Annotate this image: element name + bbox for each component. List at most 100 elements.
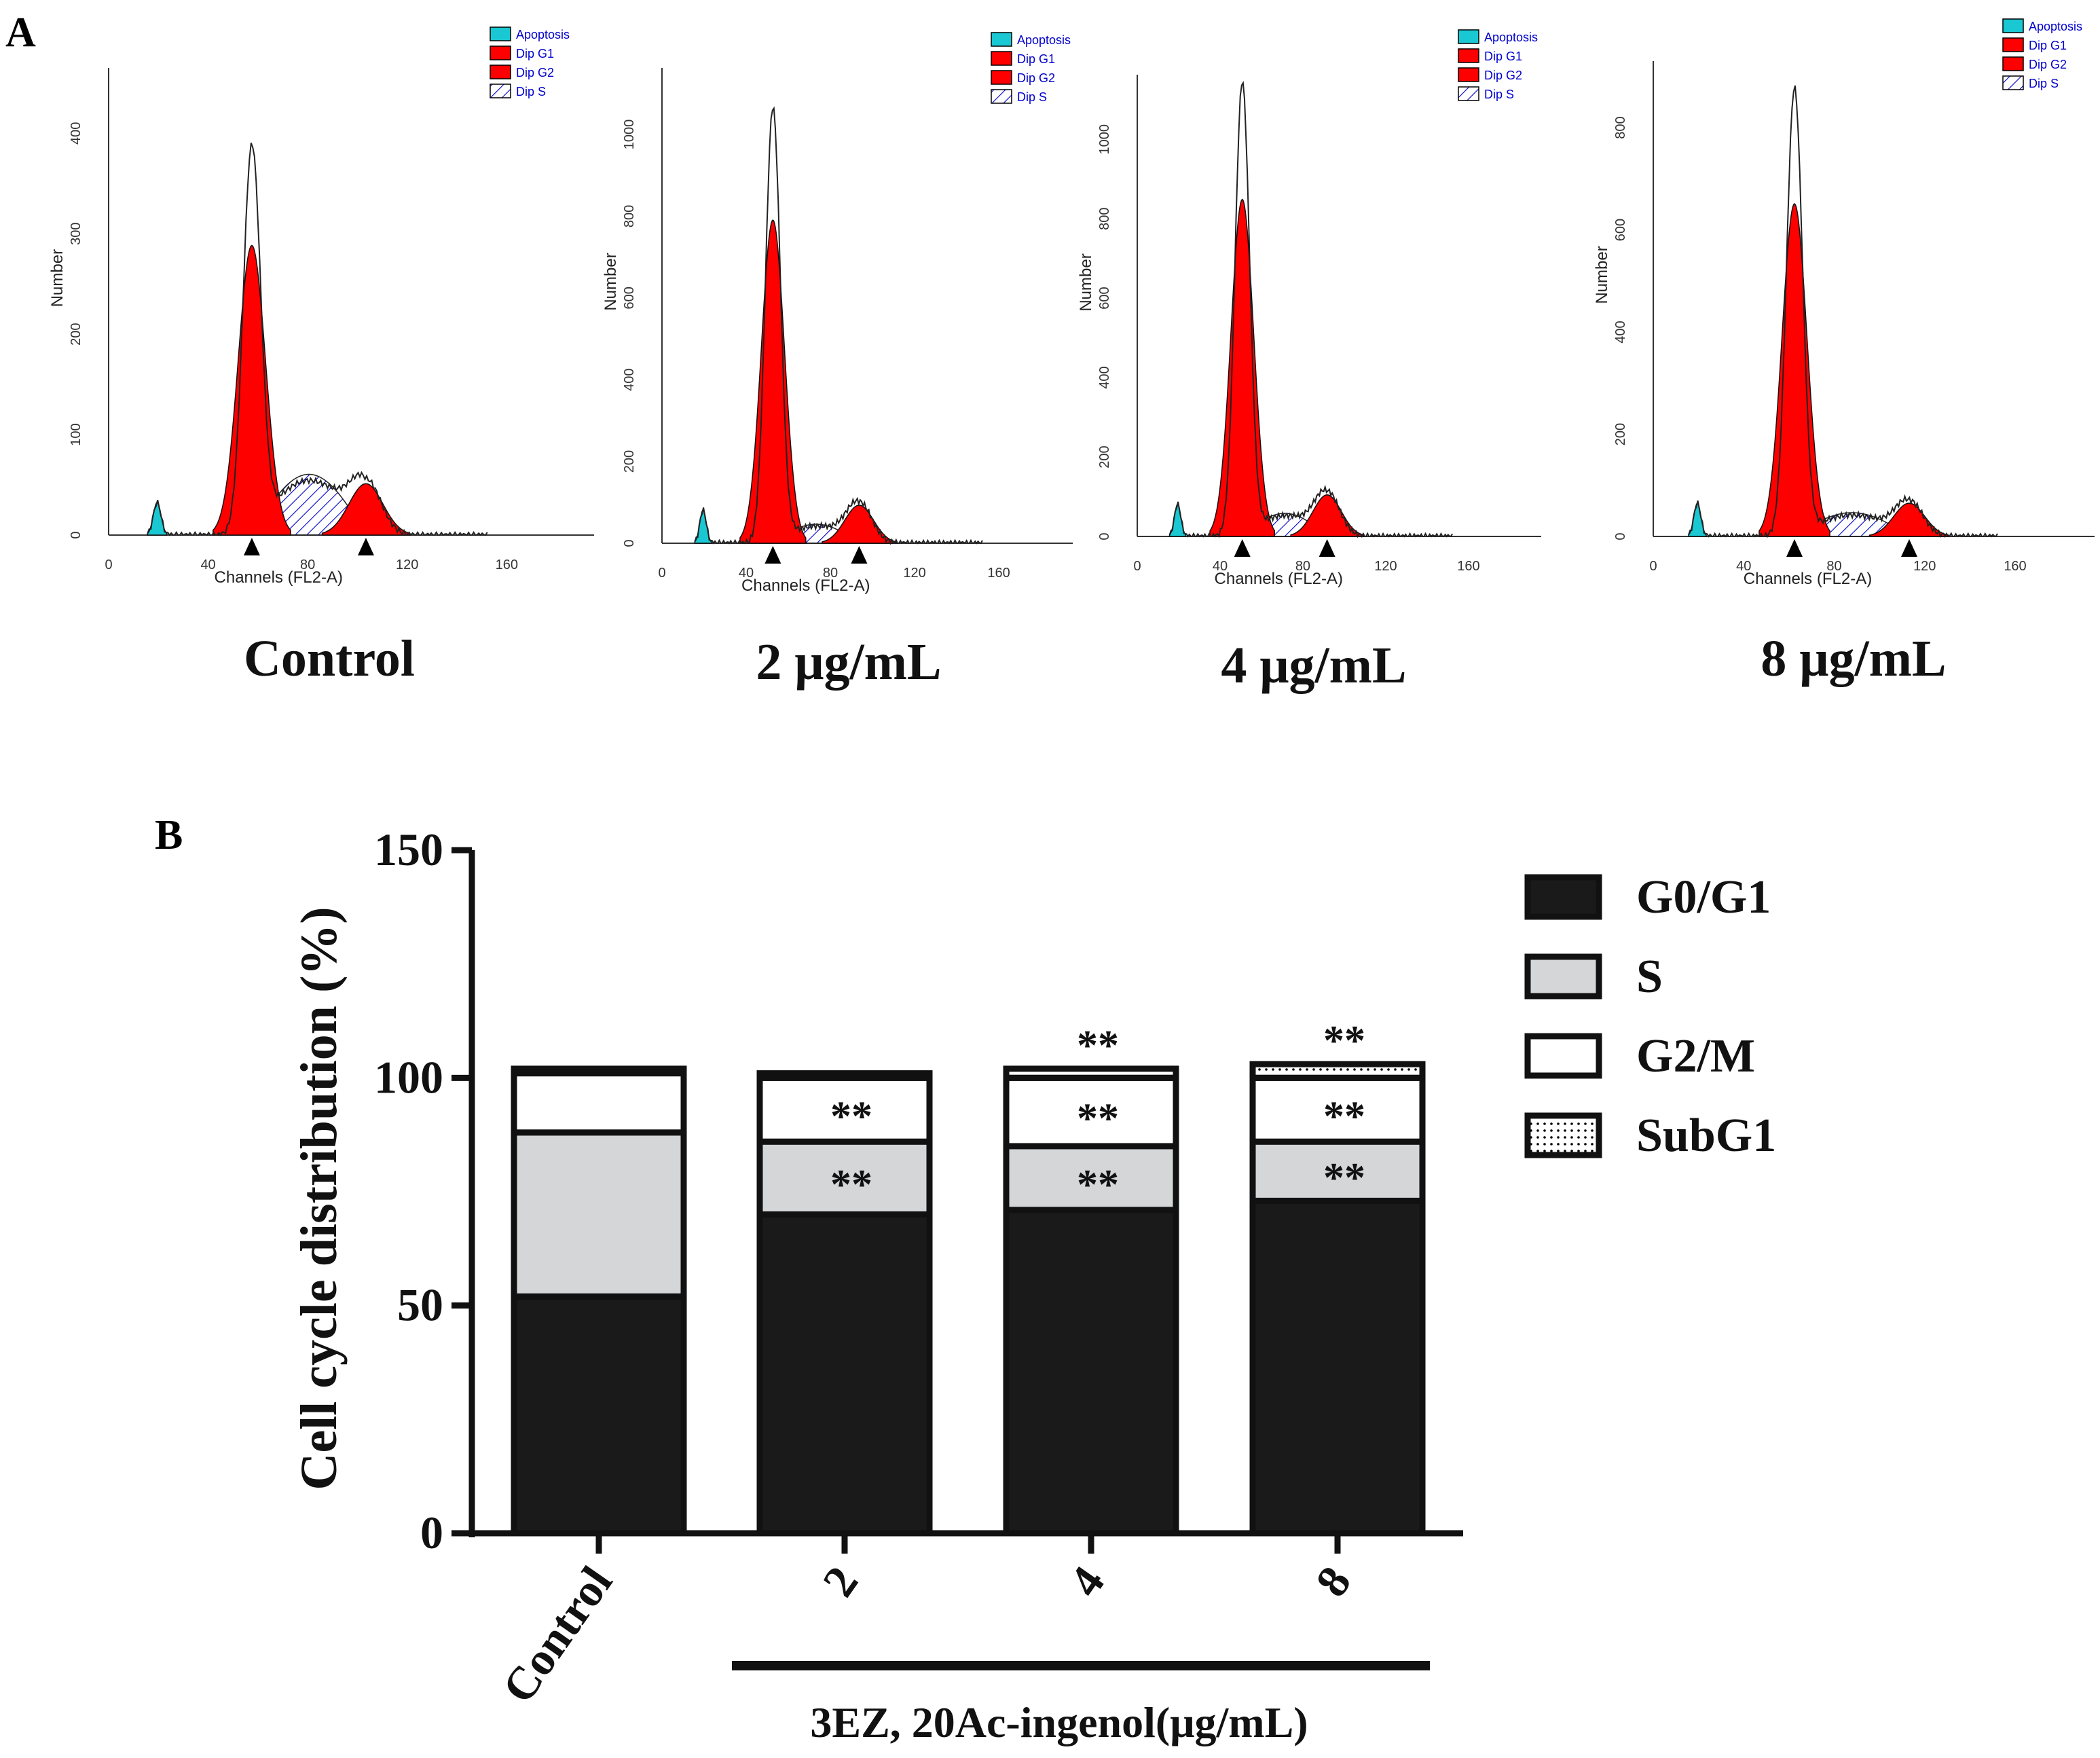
raw-histogram-line xyxy=(694,106,983,545)
hist-y-tick-label: 200 xyxy=(69,323,84,345)
raw-histogram-line xyxy=(147,143,488,536)
bar-segment-subg1 xyxy=(1249,1061,1426,1081)
y-tick-label: 100 xyxy=(374,1051,443,1103)
hist-x-axis-title: Channels (FL2-A) xyxy=(215,568,343,587)
significance-label: ** xyxy=(830,1093,872,1139)
hist-legend-label: Dip G2 xyxy=(1017,71,1055,85)
hist-legend-label: Dip S xyxy=(516,85,546,98)
hist-x-tick-label: 120 xyxy=(903,566,925,581)
bar-segment-g2m xyxy=(756,1074,933,1145)
hist-legend-swatch xyxy=(2002,75,2024,90)
hist-legend-swatch xyxy=(991,89,1012,104)
dip-g1-peak xyxy=(212,244,291,536)
panel-a-letter: A xyxy=(5,10,36,56)
hist-legend-label: Dip S xyxy=(1017,90,1047,104)
g1-peak-marker xyxy=(1234,539,1251,557)
bar-segment-s xyxy=(756,1138,933,1218)
hist-legend-label: Dip G1 xyxy=(1484,50,1522,63)
g1-peak-marker xyxy=(243,538,260,555)
hist-y-tick-label: 0 xyxy=(622,539,637,547)
hist-legend-swatch xyxy=(2002,37,2024,52)
hist-legend-label: Dip G2 xyxy=(516,66,554,79)
y-tick-label: 150 xyxy=(374,824,443,875)
hist-y-tick-label: 800 xyxy=(622,205,637,227)
hist-x-tick-label: 160 xyxy=(987,566,1010,581)
significance-label: ** xyxy=(1323,1093,1365,1139)
hist-x-tick-label: 80 xyxy=(1826,559,1841,574)
hist-x-tick-label: 0 xyxy=(658,566,665,581)
hist-legend-swatch xyxy=(1458,48,1479,63)
hist-y-axis-title: Number xyxy=(602,253,620,310)
hist-x-tick-label: 0 xyxy=(1133,559,1141,574)
hist-y-tick-label: 1000 xyxy=(622,120,637,150)
hist-legend-label: Dip G2 xyxy=(2029,58,2067,71)
hist-y-tick-label: 1000 xyxy=(1097,124,1112,155)
hist-legend-swatch xyxy=(490,65,511,79)
hist-x-tick-label: 120 xyxy=(396,557,418,572)
hist-legend-swatch xyxy=(1458,86,1479,101)
significance-marks: ** ** ** ** ** ** ** ** xyxy=(830,1018,1365,1208)
y-axis-title: Cell cycle distribution (%) xyxy=(291,907,348,1490)
hist-legend-label: Dip G1 xyxy=(516,47,554,60)
legend-label: G2/M xyxy=(1636,1030,1755,1082)
hist-y-tick-label: 300 xyxy=(69,223,84,245)
hist-x-tick-label: 120 xyxy=(1913,559,1936,574)
hist-caption: 2 μg/mL xyxy=(756,634,941,691)
hist-caption: 4 μg/mL xyxy=(1221,637,1406,694)
histogram-2ug: 0 40 80 120 160 Channels (FL2-A) 0 200 400 600 800… xyxy=(602,32,1073,691)
hist-caption: 8 μg/mL xyxy=(1761,630,1946,687)
significance-label: ** xyxy=(830,1162,872,1208)
raw-histogram-line xyxy=(1168,80,1453,538)
legend-swatch xyxy=(1524,953,1602,1000)
bar-segment-g2m xyxy=(511,1070,687,1136)
hist-y-tick-label: 0 xyxy=(69,531,84,538)
hist-legend-label: Apoptosis xyxy=(516,28,570,41)
hist-y-axis-title: Number xyxy=(1077,253,1095,311)
hist-legend-swatch xyxy=(1458,29,1479,44)
bar-segment-g0g1 xyxy=(511,1293,687,1537)
hist-x-tick-label: 40 xyxy=(739,566,754,581)
bar-legend: G0/G1 S G2/M SubG1 xyxy=(1524,871,1776,1162)
histogram-control: 0 40 80 120 160 Channels (FL2-A) 0 100 200 300 400… xyxy=(48,26,594,687)
g2-peak-marker xyxy=(1319,539,1335,557)
hist-y-tick-label: 100 xyxy=(69,423,84,445)
bar-series xyxy=(511,1061,1426,1537)
hist-legend-swatch xyxy=(991,51,1012,66)
hist-y-tick-label: 200 xyxy=(622,450,637,473)
bar-segment-subg1 xyxy=(756,1070,933,1081)
histogram-8ug: 0 40 80 120 160 Channels (FL2-A) 0 200 400 600 800… xyxy=(1593,18,2095,687)
hist-legend-swatch xyxy=(1458,67,1479,82)
hist-legend-label: Dip G1 xyxy=(2029,39,2067,52)
panel-b-letter: B xyxy=(155,812,183,858)
legend-swatch xyxy=(1524,874,1602,920)
x-axis-title: 3EZ, 20Ac-ingenol(μg/mL) xyxy=(810,1698,1308,1746)
hist-x-tick-label: 0 xyxy=(1649,559,1657,574)
legend-label: SubG1 xyxy=(1636,1110,1776,1162)
y-tick-label: 50 xyxy=(397,1279,443,1331)
hist-legend-swatch xyxy=(991,70,1012,85)
dip-g1-peak xyxy=(1209,198,1276,537)
hist-x-tick-label: 160 xyxy=(1457,559,1479,574)
hist-y-tick-label: 0 xyxy=(1613,532,1628,540)
hist-legend-label: Apoptosis xyxy=(2029,20,2082,33)
x-tick-label: 4 xyxy=(1059,1557,1115,1605)
significance-label: ** xyxy=(1077,1023,1119,1069)
hist-x-tick-label: 160 xyxy=(496,557,518,572)
significance-label: ** xyxy=(1323,1155,1365,1201)
hist-y-tick-label: 400 xyxy=(69,122,84,145)
bar-segment-s xyxy=(511,1129,687,1300)
hist-x-tick-label: 80 xyxy=(300,557,315,572)
significance-label: ** xyxy=(1323,1018,1365,1064)
hist-y-tick-label: 800 xyxy=(1613,116,1628,139)
x-tick-label: 2 xyxy=(813,1557,868,1605)
hist-legend-label: Dip G1 xyxy=(1017,52,1055,66)
dip-g2-peak xyxy=(321,483,411,536)
histogram-4ug: 0 40 80 120 160 Channels (FL2-A) 0 200 400 600 800… xyxy=(1077,29,1541,694)
hist-x-axis-title: Channels (FL2-A) xyxy=(741,576,870,595)
g2-peak-marker xyxy=(1901,539,1917,557)
g2-peak-marker xyxy=(357,538,374,555)
bar-segment-subg1 xyxy=(511,1065,687,1077)
raw-histogram-line xyxy=(1688,85,1998,538)
hist-x-tick-label: 80 xyxy=(1295,559,1310,574)
